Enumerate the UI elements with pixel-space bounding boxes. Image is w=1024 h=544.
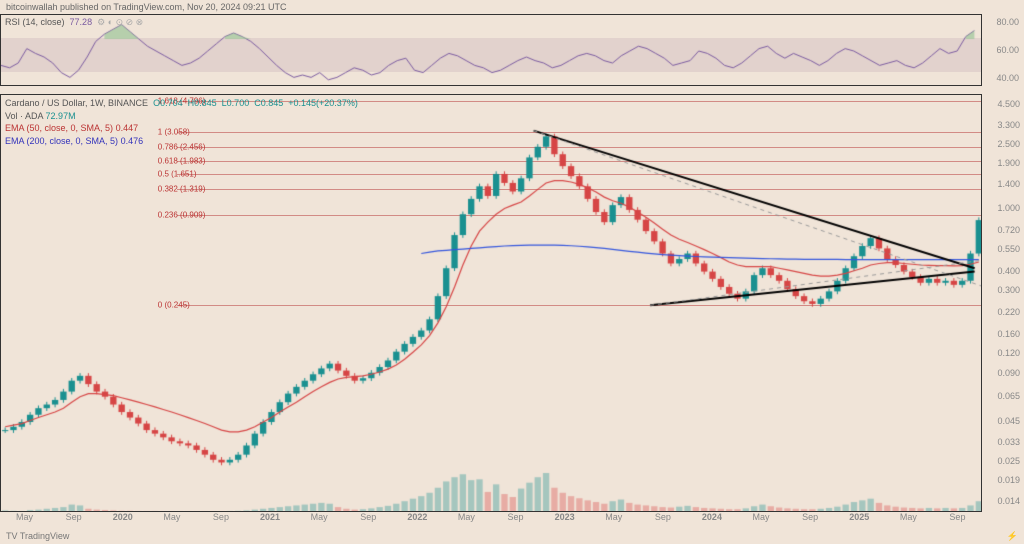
chart-container: bitcoinwallah published on TradingView.c… [0,0,1024,544]
rsi-y-40: 40.00 [996,73,1019,83]
x-tick: 2024 [702,512,722,522]
info-block: Cardano / US Dollar, 1W, BINANCE O0.704 … [5,97,358,147]
x-tick: 2025 [849,512,869,522]
y-tick: 0.120 [997,348,1020,358]
x-tick: May [900,512,917,522]
y-tick: 0.090 [997,368,1020,378]
y-tick: 0.033 [997,437,1020,447]
x-tick: May [163,512,180,522]
rsi-canvas [1,15,983,87]
x-tick: Sep [655,512,671,522]
y-tick: 0.025 [997,456,1020,466]
y-tick: 4.500 [997,99,1020,109]
x-tick: May [753,512,770,522]
x-tick: 2021 [260,512,280,522]
x-tick: May [458,512,475,522]
rsi-label-row: RSI (14, close) 77.28 ⚙ ◐ ⊙ ⊘ ⊗ [5,17,143,28]
y-tick: 0.019 [997,475,1020,485]
y-tick: 1.900 [997,158,1020,168]
y-axis[interactable]: 4.500 3.300 2.500 1.900 1.400 1.000 0.720 0.550… [982,94,1024,512]
footer-right[interactable]: ⚡ [1007,531,1018,542]
y-tick: 0.400 [997,266,1020,276]
vol-row: Vol · ADA 72.97M [5,110,358,123]
y-tick: 3.300 [997,120,1020,130]
main-canvas [1,95,982,512]
x-tick: May [605,512,622,522]
y-tick: 0.014 [997,496,1020,506]
y-tick: 0.720 [997,225,1020,235]
x-axis[interactable]: May Sep 2020 May Sep 2021 May Sep 2022 May Sep 2023… [0,512,982,528]
footer: TV TradingView ⚡ [6,528,1018,544]
y-tick: 0.160 [997,329,1020,339]
rsi-y-80: 80.00 [996,17,1019,27]
x-tick: May [311,512,328,522]
x-tick: May [16,512,33,522]
rsi-panel[interactable]: RSI (14, close) 77.28 ⚙ ◐ ⊙ ⊘ ⊗ 80.00 60… [0,14,982,86]
y-tick: 0.220 [997,307,1020,317]
x-tick: 2020 [113,512,133,522]
y-tick: 1.000 [997,203,1020,213]
x-tick: Sep [360,512,376,522]
x-tick: 2022 [407,512,427,522]
y-tick: 0.550 [997,244,1020,254]
rsi-label: RSI (14, close) [5,17,65,27]
x-tick: 2023 [555,512,575,522]
x-tick: Sep [508,512,524,522]
x-tick: Sep [949,512,965,522]
publish-header: bitcoinwallah published on TradingView.c… [0,0,1024,14]
x-tick: Sep [66,512,82,522]
ema50-row: EMA (50, close, 0, SMA, 5) 0.447 [5,122,358,135]
tv-logo[interactable]: TV TradingView [6,531,69,541]
y-tick: 0.065 [997,391,1020,401]
rsi-value: 77.28 [70,17,93,27]
y-tick: 0.300 [997,285,1020,295]
y-tick: 1.400 [997,179,1020,189]
rsi-y-60: 60.00 [996,45,1019,55]
symbol-row: Cardano / US Dollar, 1W, BINANCE O0.704 … [5,97,358,110]
publish-text: bitcoinwallah published on TradingView.c… [6,2,287,12]
x-tick: Sep [802,512,818,522]
y-tick: 2.500 [997,139,1020,149]
x-tick: Sep [213,512,229,522]
ema200-row: EMA (200, close, 0, SMA, 5) 0.476 [5,135,358,148]
main-chart-panel[interactable]: Cardano / US Dollar, 1W, BINANCE O0.704 … [0,94,982,512]
y-tick: 0.045 [997,416,1020,426]
